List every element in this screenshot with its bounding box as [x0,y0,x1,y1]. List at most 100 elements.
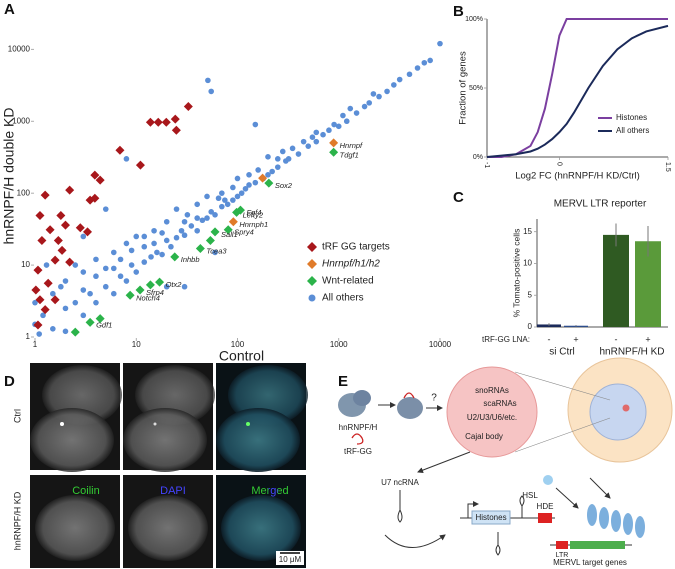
point [258,173,268,183]
y-tick-label: 1000 [12,116,30,125]
point [252,179,259,186]
legend-marker [307,242,317,252]
point [161,117,171,127]
arrow [384,534,446,548]
scale-bar-label: 10 μM [279,555,302,564]
diagram: hnRNPF/H tRF-GG ? snoRNAs scaRNAs U2/U3/… [338,357,673,567]
point [95,175,105,185]
point [141,233,148,240]
microscopy: Ctrl hnRNPF/H KD Coilin DAPI Merged 10 μ… [12,363,308,568]
point [181,283,188,290]
point [181,218,188,225]
point [141,243,148,250]
point [65,257,75,267]
y-tick-label: 0% [473,154,483,161]
y-tick-label: 50% [469,85,483,92]
point [252,121,259,128]
point [163,218,170,225]
point [31,285,41,295]
x-tick-label: 100 [231,340,245,349]
point [208,209,215,215]
point [33,320,43,330]
y-axis-label: hnRNPF/H double KD [1,108,17,245]
point-label: Spry4 [234,228,254,237]
point [168,243,174,250]
legend-marker [307,276,317,286]
y-axis-label: % Tomato-positive cells [511,229,521,318]
nucleosome [635,516,645,538]
protein-label: hnRNPF/H [339,423,378,432]
point [151,227,157,234]
point [295,151,302,157]
point [238,190,245,196]
cajal-body-shape [446,366,538,458]
point-label: Tdgf1 [340,150,359,159]
point [163,237,170,244]
point [153,117,163,127]
point [414,65,421,71]
point [215,195,222,202]
y-tick-label: 10 [523,259,532,268]
point [65,185,75,195]
point [204,193,210,200]
point [335,123,342,130]
point [173,234,180,241]
point [331,121,337,128]
point [222,197,228,203]
point [309,134,316,140]
legend-label: Hnrnpf/h1/h2 [322,259,380,270]
cell [216,408,300,472]
point [40,190,50,200]
x-tick-label: -1 [483,162,490,168]
point [188,223,195,229]
panel-label: E [338,373,348,390]
legend-label: Wnt-related [322,276,374,287]
chart-title: MERVL LTR reporter [554,199,647,210]
point [170,114,180,124]
point [80,287,87,293]
point [329,147,339,157]
point [219,203,225,210]
y-tick-label: 100 [17,188,31,197]
point [70,327,80,337]
point [102,265,109,272]
cell [35,495,115,561]
point [95,314,105,324]
panel-label: C [453,189,464,206]
scale-bar-bg [276,551,304,565]
point [145,280,155,290]
legend-label: Histones [616,113,647,122]
point [234,193,241,200]
chromatin [587,504,645,538]
point [370,91,377,97]
group-label: hnRNPF/H KD [599,347,664,358]
point [133,269,140,275]
y-tick-label: 5 [528,290,533,299]
target-gene [570,541,625,549]
point [194,201,201,208]
point [148,254,154,260]
point [45,225,55,235]
point [329,138,339,148]
point [85,317,95,327]
point [110,290,117,297]
x-tick-label: 1.5 [664,162,671,172]
point [87,290,93,297]
legend-label: All others [322,293,364,304]
cell [123,408,207,472]
point [210,227,220,237]
point [326,127,332,134]
row-label: Ctrl [12,409,22,423]
x-tick-label: 10 [132,340,141,349]
connector [514,417,611,453]
point [264,178,274,188]
u7-bound [495,544,501,556]
line [486,24,669,158]
point [50,290,56,297]
point [80,312,87,319]
hde [538,513,552,523]
point [50,326,56,332]
point [427,57,433,64]
point [230,197,236,203]
point [62,328,69,335]
